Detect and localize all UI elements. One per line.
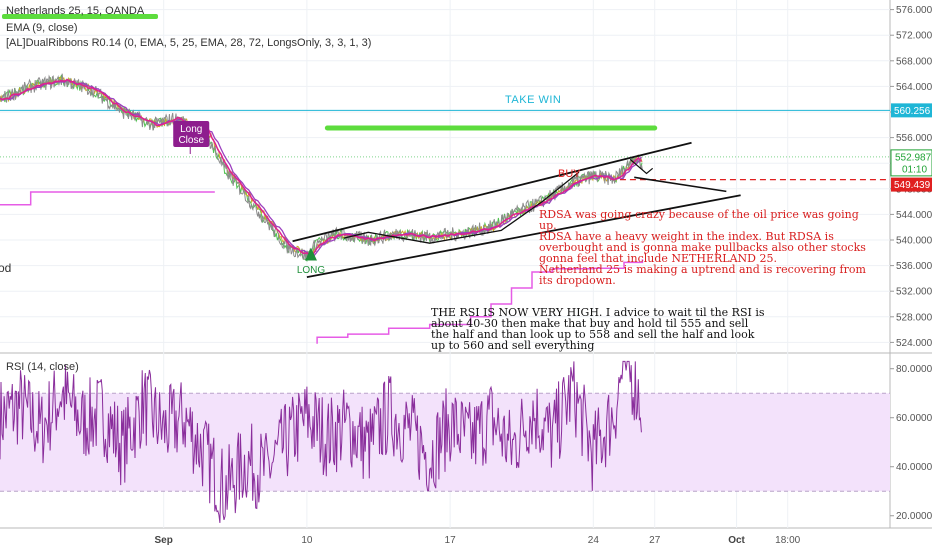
channel-right-ray [634,176,727,193]
buy-label: BUY [558,168,581,180]
channel-layer [292,141,741,279]
rsi-advice-annotation: THE RSI IS NOW VERY HIGH. I advice to wa… [431,306,765,352]
rsi-tick-label-3: 20.0000 [896,511,932,522]
rdsa-line-7: its dropdown. [539,274,616,287]
long-label: LONG [297,265,326,276]
time-tick-label-0: Sep [155,535,173,546]
buy-tag-bg [891,177,932,192]
rsi-note-line-1: THE RSI IS NOW VERY HIGH. I advice to wa… [431,306,765,319]
price-tick-label-11: 532.0000 [896,287,932,298]
price-tick-label-13: 524.0000 [896,338,932,349]
take-win-tag-bg [891,103,932,118]
current-tag-text: 552.987 [895,152,932,163]
legend-ema[interactable]: EMA (9, close) [6,22,78,34]
pullback-arrow [629,158,654,175]
rsi-note-line-4: up to 560 and sell everything [431,339,594,352]
long-close-label-0: Long [180,124,202,135]
ribbon-layer [0,73,643,262]
time-tick-label-4: 27 [649,535,661,546]
channel-lower [306,194,741,279]
levels-layer [0,109,890,181]
price-pane [0,0,890,352]
rdsa-annotation: RDSA was going crazy because of the oil … [539,208,867,287]
current-tag-timer: 01:10 [902,164,927,175]
rdsa-line-1: RDSA was going crazy because of the oil … [539,208,859,221]
price-tick-label-12: 528.0000 [896,312,932,323]
take-win-tag-text: 560.256 [894,106,931,117]
chart-title: Netherlands 25, 15, OANDA [6,5,145,17]
rsi-tick-label-2: 40.0000 [896,462,932,473]
time-tick-label-1: 10 [301,535,313,546]
rsi-note-line-3: the half and than look up to 558 and sel… [431,328,755,341]
legend-dual-ribbons[interactable]: [AL]DualRibbons R0.14 (0, EMA, 5, 25, EM… [6,37,371,49]
ema-fast [0,78,642,257]
stop-line-left [0,191,215,206]
buy-tag-text: 549.439 [894,180,931,191]
time-axis: Sep 10 17 24 27 Oct 18:00 [155,535,801,546]
price-tick-label-2: 568.0000 [896,56,932,67]
rdsa-line-6: Netherland 25 is making a uptrend and is… [539,263,867,276]
price-tick-label-3: 564.0000 [896,82,932,93]
rsi-tick-label-0: 80.0000 [896,364,932,375]
time-tick-label-5: Oct [728,535,745,546]
price-tick-label-9: 540.0000 [896,236,932,247]
price-tick-label-10: 536.0000 [896,261,932,272]
long-close-label-1: Close [178,135,204,146]
rdsa-line-5: gonna feel that include NETHERLAND 25. [539,252,777,265]
take-win-label: TAKE WIN [505,94,561,106]
rdsa-line-3: RDSA have a heavy weight in the index. B… [539,230,834,243]
rdsa-line-2: up. [539,219,557,232]
rsi-note-line-2: about 40-30 then make that buy and hold … [431,317,749,330]
rsi-axis: 80.0000 60.0000 40.0000 20.0000 [890,364,932,522]
current-tag-bg [890,149,932,177]
long-close-marker [173,121,210,147]
time-tick-label-2: 17 [445,535,457,546]
price-tick-label-8: 544.0000 [896,210,932,221]
long-triangle [304,247,317,261]
legend-highlight-bar [2,14,158,19]
time-tick-label-3: 24 [588,535,600,546]
time-tick-label-6: 18:00 [775,535,800,546]
rdsa-line-4: overbought and is gonna make pullbacks a… [539,241,866,254]
side-label: od [0,261,11,275]
rsi-layer [0,360,890,523]
rsi-tick-label-1: 60.0000 [896,413,932,424]
price-tick-label-5: 556.0000 [896,133,932,144]
rsi-legend[interactable]: RSI (14, close) [6,361,79,373]
price-tick-label-1: 572.0000 [896,31,932,42]
price-tick-label-0: 576.0000 [896,5,932,16]
stop-line-right [316,259,644,344]
rsi-line [0,360,642,523]
channel-upper [292,141,692,243]
pattern-zigzag [343,171,580,244]
price-axis: 576.0000572.0000568.0000564.0000560.0000… [890,5,932,349]
stop-line-layer [0,191,644,344]
